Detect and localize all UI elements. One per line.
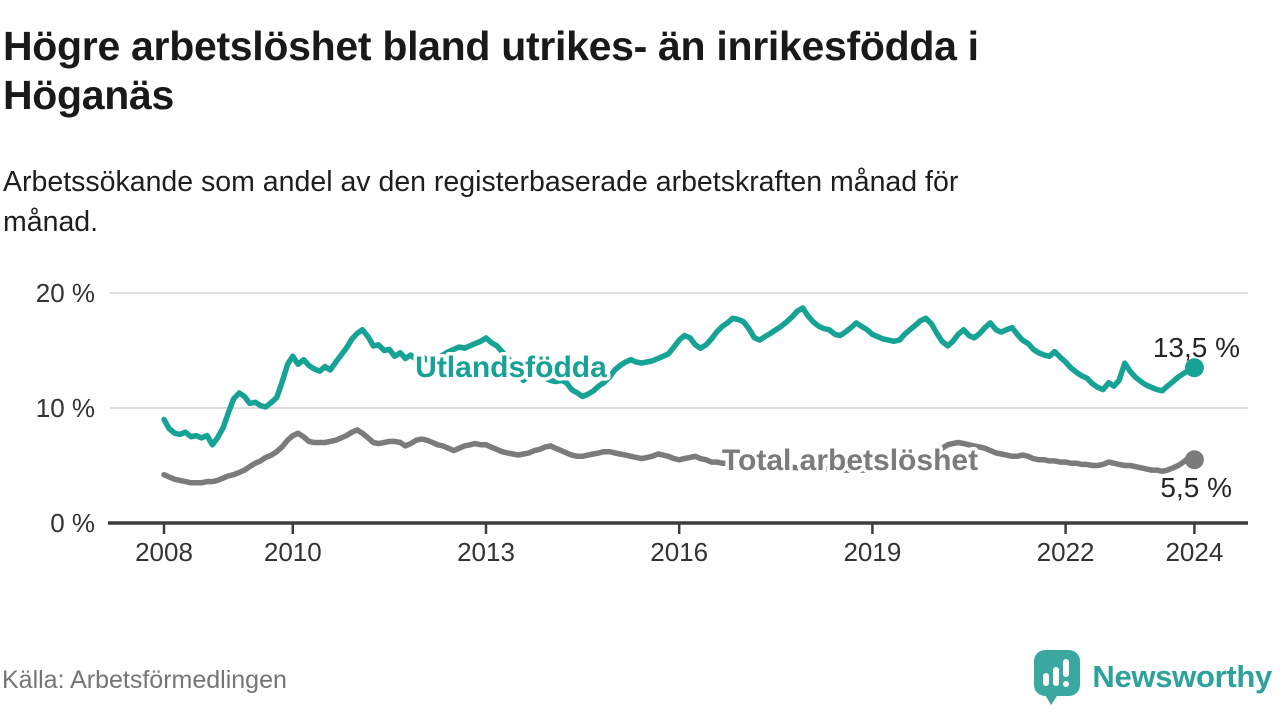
x-axis-tick-label: 2024 bbox=[1165, 537, 1223, 567]
series-line-total bbox=[161, 427, 1198, 486]
newsworthy-logo-icon bbox=[1034, 650, 1081, 705]
series-end-dot bbox=[1184, 358, 1204, 378]
series-end-value-label: 13,5 % bbox=[1153, 332, 1240, 363]
title-line-1: Högre arbetslöshet bland utrikes- än inr… bbox=[3, 23, 979, 69]
subtitle-line-2: månad. bbox=[3, 206, 99, 238]
y-axis-tick-label: 20 % bbox=[36, 278, 95, 308]
chart-subtitle: Arbetssökande som andel av den registerb… bbox=[3, 162, 1223, 242]
x-axis-tick-label: 2019 bbox=[843, 537, 901, 567]
page-title: Högre arbetslöshet bland utrikes- än inr… bbox=[3, 22, 1258, 120]
source-note: Källa: Arbetsförmedlingen bbox=[2, 666, 287, 694]
series-end-value-label: 5,5 % bbox=[1160, 472, 1232, 503]
x-axis-tick-label: 2010 bbox=[264, 537, 322, 567]
x-axis-tick-label: 2022 bbox=[1037, 537, 1095, 567]
newsworthy-logo-text: Newsworthy bbox=[1092, 659, 1272, 694]
series-line-utlandsfodda bbox=[161, 305, 1198, 448]
subtitle-line-1: Arbetssökande som andel av den registerb… bbox=[3, 166, 959, 198]
series-end-dot bbox=[1184, 450, 1204, 470]
x-axis-tick-label: 2016 bbox=[650, 537, 708, 567]
title-line-2: Höganäs bbox=[3, 72, 175, 118]
series-inline-label: Total arbetslöshet bbox=[722, 444, 978, 477]
x-axis-tick-label: 2013 bbox=[457, 537, 515, 567]
y-axis-tick-label: 10 % bbox=[36, 393, 95, 423]
series-inline-label: Utlandsfödda bbox=[415, 351, 607, 384]
x-axis-tick-label: 2008 bbox=[135, 537, 193, 567]
newsworthy-logo[interactable]: Newsworthy bbox=[1032, 648, 1272, 706]
y-axis-tick-label: 0 % bbox=[50, 508, 95, 538]
